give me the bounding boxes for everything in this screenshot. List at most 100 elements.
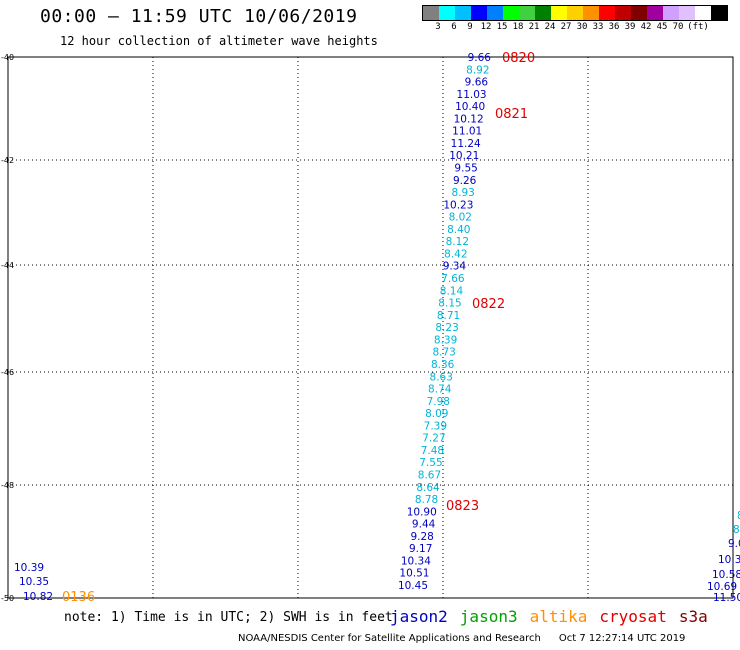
wave-height-value: 8.42 bbox=[444, 248, 467, 260]
color-scale-label: 39 bbox=[624, 22, 636, 32]
color-swatch bbox=[615, 6, 631, 20]
wave-height-value: 9.44 bbox=[412, 519, 436, 531]
wave-height-value: 10.12 bbox=[454, 113, 484, 125]
satellite-legend-item: altika bbox=[529, 607, 588, 626]
pass-time-label: 0136 bbox=[62, 590, 95, 605]
wave-height-value: 8.15 bbox=[438, 298, 461, 310]
color-swatch bbox=[551, 6, 567, 20]
color-swatch bbox=[487, 6, 503, 20]
color-scale-label: 27 bbox=[560, 22, 572, 32]
wave-height-value: 10.34 bbox=[401, 555, 431, 567]
wave-height-value: 10.35 bbox=[19, 576, 49, 588]
wave-height-value: 10.3 bbox=[718, 554, 740, 566]
color-scale-label: 33 bbox=[592, 22, 604, 32]
wave-height-map: 757881848790-40-42-44-46-48-509.668.929.… bbox=[1, 51, 740, 605]
color-scale-bar bbox=[422, 5, 728, 21]
color-scale-label: (ft) bbox=[687, 22, 709, 32]
color-swatch bbox=[439, 6, 455, 20]
color-scale-label: 30 bbox=[576, 22, 588, 32]
color-scale-label: 45 bbox=[656, 22, 668, 32]
satellite-legend-item: s3a bbox=[678, 607, 708, 626]
wave-height-value: 7.55 bbox=[419, 457, 442, 469]
wave-height-value: 7.98 bbox=[427, 396, 450, 408]
color-scale-label: 6 bbox=[451, 22, 457, 32]
satellite-legend-item: cryosat bbox=[599, 607, 667, 626]
footer: NOAA/NESDIS Center for Satellite Applica… bbox=[238, 633, 685, 644]
pass-time-label: 0820 bbox=[502, 51, 535, 66]
wave-height-value: 7.39 bbox=[424, 420, 447, 432]
color-swatch bbox=[695, 6, 711, 20]
wave-height-value: 8.14 bbox=[440, 285, 464, 297]
color-swatch bbox=[647, 6, 663, 20]
color-scale-label: 42 bbox=[640, 22, 652, 32]
satellite-legend-item: jason2 bbox=[390, 607, 448, 626]
color-swatch bbox=[679, 6, 695, 20]
color-swatch bbox=[535, 6, 551, 20]
wave-height-value: 8.71 bbox=[437, 310, 460, 322]
latitude-tick-label: -44 bbox=[1, 261, 14, 270]
satellite-legend-item: jason3 bbox=[459, 607, 518, 626]
latitude-tick-label: -40 bbox=[1, 53, 14, 62]
wave-height-value: 8.23 bbox=[435, 322, 458, 334]
color-scale-label: 24 bbox=[544, 22, 556, 32]
color-swatch bbox=[631, 6, 647, 20]
wave-height-value: 8.73 bbox=[432, 347, 455, 359]
map-frame bbox=[7, 56, 734, 599]
page-subtitle: 12 hour collection of altimeter wave hei… bbox=[60, 34, 378, 48]
wave-height-value: 7.27 bbox=[422, 433, 445, 445]
color-swatch bbox=[663, 6, 679, 20]
color-scale-label: 70 bbox=[672, 22, 684, 32]
page-title: 00:00 – 11:59 UTC 10/06/2019 bbox=[40, 6, 358, 27]
latitude-tick-label: -50 bbox=[1, 594, 14, 603]
wave-height-value: 8.67 bbox=[418, 469, 441, 481]
latitude-tick-label: -46 bbox=[1, 368, 14, 377]
wave-height-value: 8.40 bbox=[447, 224, 470, 236]
wave-height-value: 10.40 bbox=[455, 101, 485, 113]
color-scale-label: 3 bbox=[435, 22, 441, 32]
wave-height-value: 10.69 bbox=[707, 581, 737, 593]
wave-height-value: 8.92 bbox=[466, 64, 489, 76]
wave-height-value: 7.48 bbox=[421, 445, 444, 457]
wave-height-value: 8.12 bbox=[446, 236, 469, 248]
wave-height-value: 9.66 bbox=[468, 52, 492, 64]
wave-height-value: 8.63 bbox=[430, 371, 453, 383]
units-note: note: 1) Time is in UTC; 2) SWH is in fe… bbox=[64, 610, 393, 625]
color-scale-label: 36 bbox=[608, 22, 620, 32]
footer-credit: NOAA/NESDIS Center for Satellite Applica… bbox=[238, 633, 541, 644]
latitude-tick-label: -42 bbox=[1, 156, 14, 165]
latitude-tick-label: -48 bbox=[1, 481, 14, 490]
color-scale-labels: 3 6 9 12 15 18 21 24 27 30 33 36 39 42 45 70 (ft) bbox=[422, 22, 740, 34]
wave-height-value: 10.45 bbox=[398, 580, 428, 592]
color-swatch bbox=[567, 6, 583, 20]
color-swatch bbox=[503, 6, 519, 20]
color-swatch bbox=[471, 6, 487, 20]
color-scale-label: 12 bbox=[480, 22, 492, 32]
wave-height-value: 10.21 bbox=[449, 150, 479, 162]
wave-height-value: 9.28 bbox=[410, 531, 433, 543]
color-scale-label: 15 bbox=[496, 22, 508, 32]
footer-timestamp: Oct 7 12:27:14 UTC 2019 bbox=[558, 633, 686, 644]
color-swatch bbox=[455, 6, 471, 20]
wave-height-value: 8.09 bbox=[425, 408, 448, 420]
satellite-legend: jason2 jason3 altika cryosat s3a bbox=[390, 607, 720, 626]
wave-height-value: 7.66 bbox=[441, 273, 465, 285]
wave-height-value: 9.55 bbox=[454, 163, 477, 175]
wave-height-value: 10.82 bbox=[23, 591, 53, 603]
wave-height-value: 8.39 bbox=[434, 334, 457, 346]
wave-height-value: 8.74 bbox=[428, 384, 452, 396]
wave-height-value: 8.93 bbox=[451, 187, 474, 199]
wave-height-value: 11.01 bbox=[452, 126, 482, 138]
wave-height-value: 11.50 bbox=[713, 592, 740, 604]
wave-height-value: 8.02 bbox=[449, 212, 472, 224]
wave-height-value: 11.24 bbox=[451, 138, 481, 150]
wave-height-value: 10.51 bbox=[399, 568, 429, 580]
color-scale-label: 21 bbox=[528, 22, 540, 32]
wave-height-value: 9.17 bbox=[409, 543, 432, 555]
wave-height-value: 9.26 bbox=[453, 175, 477, 187]
wave-height-value: 10.39 bbox=[14, 562, 44, 574]
color-scale-label: 18 bbox=[512, 22, 524, 32]
color-scale-label: 9 bbox=[467, 22, 473, 32]
wave-height-value: 11.03 bbox=[457, 89, 487, 101]
wave-height-value: 10.23 bbox=[443, 199, 473, 211]
wave-height-value: 10.58 bbox=[712, 569, 740, 581]
